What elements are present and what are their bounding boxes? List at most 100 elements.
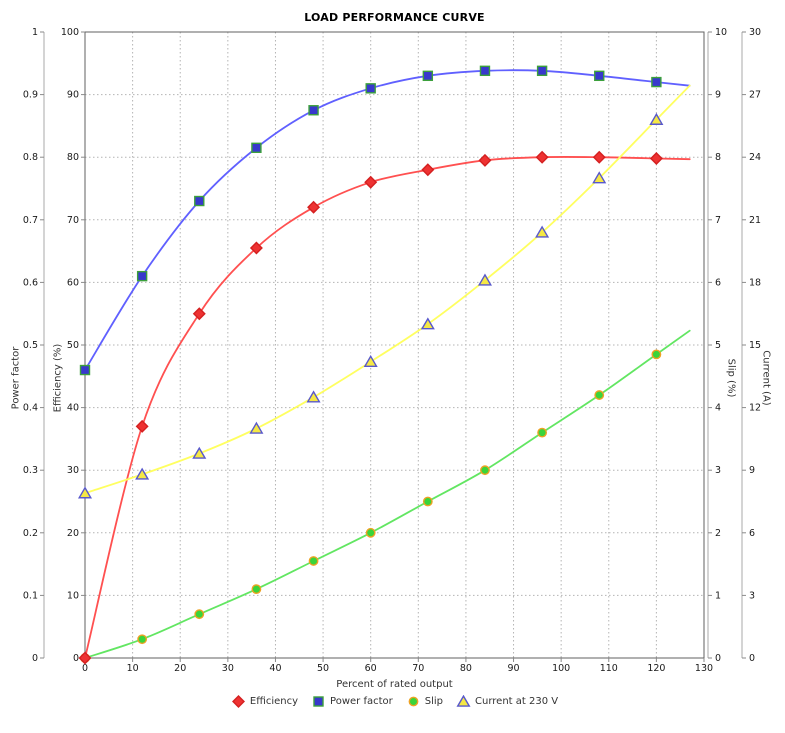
series-power-factor-marker <box>194 195 205 207</box>
current-tick-label: 6 <box>749 528 755 539</box>
series-slip-line <box>84 329 691 659</box>
series-slip-marker <box>251 584 262 595</box>
power-factor-axis-title: Power factor <box>10 346 22 410</box>
slip-tick-label: 2 <box>715 528 721 539</box>
legend-label: Slip <box>424 696 444 707</box>
efficiency-tick-label: 10 <box>67 590 79 601</box>
series-slip <box>80 329 691 663</box>
x-tick-label: 90 <box>507 663 519 674</box>
current-tick-label: 21 <box>749 215 761 226</box>
series-efficiency-marker <box>421 163 435 177</box>
series-efficiency-line <box>84 156 691 659</box>
chart-title: LOAD PERFORMANCE CURVE <box>304 11 485 24</box>
efficiency-tick-label: 20 <box>67 528 79 539</box>
legend-diamond-icon <box>231 695 245 708</box>
slip-tick-label: 5 <box>715 340 721 351</box>
series-current-at-230-v-marker <box>306 390 321 403</box>
slip-tick-label: 10 <box>715 27 727 38</box>
current-tick-label: 9 <box>749 465 755 476</box>
current-tick-label: 30 <box>749 27 761 38</box>
efficiency-tick-label: 30 <box>67 465 79 476</box>
power-factor-tick-label: 1 <box>32 27 38 38</box>
power-factor-tick-label: 0.4 <box>23 403 38 414</box>
series-current-at-230-v-marker <box>135 467 150 480</box>
current-tick-label: 12 <box>749 403 761 414</box>
series-current-at-230-v-marker <box>249 421 264 434</box>
series-power-factor-line <box>84 69 691 371</box>
power-factor-axis: 0 0.1 0.2 0.3 0.4 0.5 0.6 0.7 0.8 0.9 1 <box>23 27 45 664</box>
series-current-at-230-v-marker <box>592 171 607 184</box>
series-efficiency-marker <box>592 150 606 164</box>
series-current-at-230-v-line <box>84 84 691 495</box>
series-slip-marker <box>137 634 148 645</box>
series-efficiency-marker <box>364 175 378 189</box>
series-slip-marker <box>194 609 205 620</box>
current-axis: 0 3 6 9 12 15 18 21 24 27 30 <box>741 27 761 664</box>
x-tick-label: 60 <box>365 663 377 674</box>
x-tick-label: 120 <box>647 663 665 674</box>
current-tick-label: 15 <box>749 340 761 351</box>
x-tick-label: 50 <box>317 663 329 674</box>
series-power-factor-marker <box>251 142 262 154</box>
legend-diamond-glyph <box>231 695 245 708</box>
series-power-factor-marker <box>79 364 91 376</box>
series-slip-marker <box>651 349 662 360</box>
legend-label: Power factor <box>330 696 393 707</box>
slip-tick-label: 7 <box>715 215 721 226</box>
legend-item-slip: Slip <box>406 695 443 708</box>
slip-tick-label: 6 <box>715 277 721 288</box>
power-factor-tick-label: 0.9 <box>23 90 38 101</box>
power-factor-tick-label: 0.3 <box>23 465 38 476</box>
efficiency-tick-label: 90 <box>67 90 79 101</box>
series-slip-marker <box>537 427 548 438</box>
series-current-at-230-v-marker <box>363 354 378 367</box>
series-slip-marker <box>480 465 490 476</box>
power-factor-tick-label: 0 <box>32 653 38 664</box>
efficiency-tick-label: 80 <box>67 152 79 163</box>
slip-tick-label: 4 <box>715 403 721 414</box>
efficiency-tick-label: 50 <box>67 340 79 351</box>
series-slip-marker <box>594 390 605 400</box>
series-slip-marker <box>422 496 433 507</box>
slip-tick-label: 8 <box>715 152 721 163</box>
legend-label: Current at 230 V <box>475 696 559 707</box>
x-tick-label: 110 <box>600 663 618 674</box>
series-power-factor-marker <box>536 65 548 77</box>
series-current-at-230-v-marker <box>192 446 207 459</box>
series-power-factor-marker <box>422 70 434 82</box>
series-power-factor-marker <box>365 83 376 94</box>
series-efficiency-marker <box>192 307 206 321</box>
series-current-at-230-v-marker <box>477 273 492 286</box>
legend-triangle-glyph <box>456 695 471 707</box>
series-efficiency-marker <box>307 200 321 214</box>
series-current-at-230-v-marker <box>535 225 550 238</box>
legend-circle-icon <box>408 696 419 707</box>
slip-tick-label: 0 <box>715 653 721 664</box>
series-efficiency-marker <box>649 151 663 165</box>
series-efficiency-marker <box>535 150 549 164</box>
current-tick-label: 0 <box>749 653 755 664</box>
series-power-factor-marker <box>479 65 491 77</box>
current-tick-label: 24 <box>749 152 761 163</box>
efficiency-axis: 0 10 20 30 40 50 60 70 80 90 100 <box>61 27 85 664</box>
series-slip-marker <box>308 556 319 566</box>
series-power-factor-marker <box>594 70 605 82</box>
power-factor-tick-label: 0.8 <box>23 152 38 163</box>
gridlines <box>85 32 704 658</box>
power-factor-tick-label: 0.1 <box>23 590 38 601</box>
x-tick-label: 20 <box>174 663 186 674</box>
series-power-factor <box>79 65 691 376</box>
legend: Efficiency Power factor Slip Current at 230… <box>85 695 704 708</box>
series-current-at-230-v <box>77 84 691 499</box>
x-tick-label: 70 <box>412 663 424 674</box>
current-tick-label: 3 <box>749 590 755 601</box>
legend-item-efficiency: Efficiency <box>231 695 298 708</box>
efficiency-tick-label: 0 <box>73 653 79 664</box>
x-tick-label: 0 <box>82 663 88 674</box>
slip-axis-title: Slip (%) <box>725 358 737 398</box>
series-efficiency-marker <box>78 651 92 665</box>
efficiency-tick-label: 40 <box>67 403 79 414</box>
slip-axis: 0 1 2 3 4 5 6 7 8 9 10 <box>707 27 727 664</box>
